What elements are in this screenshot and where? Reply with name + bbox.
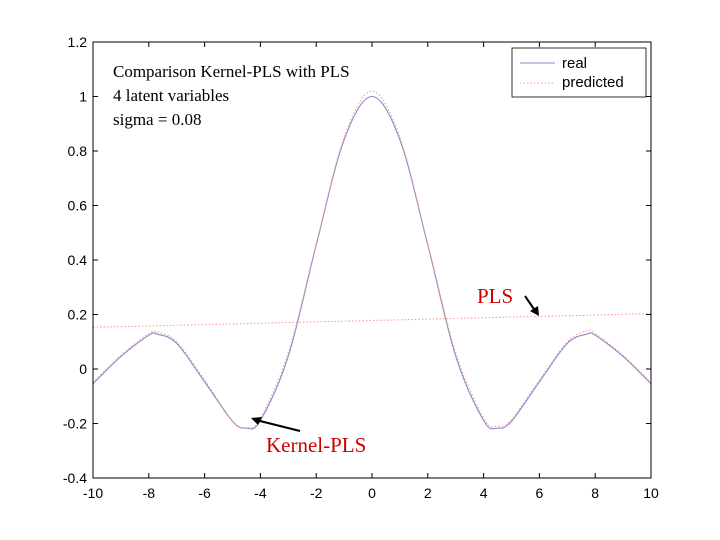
y-tick-label: 0.4 (68, 252, 88, 268)
x-tick-label: -4 (254, 485, 267, 501)
x-tick-label: -10 (83, 485, 103, 501)
x-tick-label: -8 (143, 485, 156, 501)
legend-label-predicted: predicted (562, 74, 624, 91)
x-tick-label: 4 (480, 485, 488, 501)
callout-label-kernel-pls: Kernel-PLS (266, 433, 366, 457)
callout-pls: PLS (477, 284, 539, 316)
x-axis: -10 -8 -6 -4 -2 0 2 4 6 8 10 (83, 42, 659, 501)
y-tick-label: 1 (79, 89, 87, 105)
x-tick-label: 8 (591, 485, 599, 501)
callout-arrowhead (251, 417, 262, 425)
x-tick-label: 10 (643, 485, 659, 501)
legend-box (511, 47, 647, 98)
x-tick-label: 6 (536, 485, 544, 501)
legend: real predicted (511, 47, 647, 98)
annotation-line: Comparison Kernel-PLS with PLS (113, 62, 350, 81)
series-line-pls-2 (92, 313, 652, 328)
annotation-text: Comparison Kernel-PLS with PLS 4 latent … (113, 62, 350, 129)
x-tick-label: -2 (310, 485, 323, 501)
x-tick-label: -6 (198, 485, 211, 501)
x-tick-label: 2 (424, 485, 432, 501)
y-tick-label: 0.2 (68, 307, 88, 323)
legend-label-real: real (562, 55, 587, 72)
y-tick-label: -0.2 (63, 416, 87, 432)
callout-label-pls: PLS (477, 284, 513, 308)
callout-arrowhead (530, 306, 539, 316)
series-line-real-0 (92, 95, 652, 430)
series-line-predicted-1 (92, 90, 652, 429)
y-tick-label: 0.6 (68, 198, 88, 214)
plot-area (93, 42, 651, 478)
y-tick-label: 0 (79, 361, 87, 377)
callout-kernel-pls: Kernel-PLS (251, 417, 366, 457)
y-tick-label: -0.4 (63, 470, 87, 486)
y-axis: -0.4 -0.2 0 0.2 0.4 0.6 0.8 1 1.2 (63, 34, 651, 486)
annotation-line: 4 latent variables (113, 86, 229, 105)
annotation-line: sigma = 0.08 (113, 110, 201, 129)
y-tick-label: 1.2 (68, 34, 88, 50)
x-tick-label: 0 (368, 485, 376, 501)
y-tick-label: 0.8 (68, 143, 88, 159)
curves (92, 90, 652, 430)
callout-arrow (255, 419, 301, 432)
